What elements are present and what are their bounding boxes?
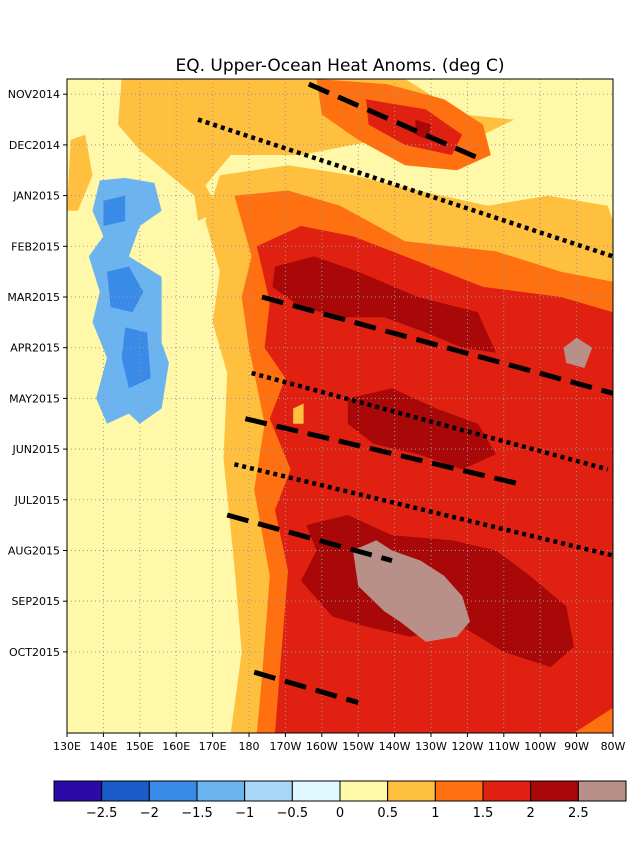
y-tick-label: APR2015 (10, 342, 60, 355)
colorbar-swatch (291, 780, 341, 802)
contour-region-spot-may (293, 403, 304, 424)
contour-region-warm-05-west-strip (67, 134, 93, 211)
x-tick-label: 170W (269, 740, 301, 753)
x-axis-ticks: 130E 140E 150E 160E 170E 180 170W 160W 150W 140W 1… (53, 733, 626, 753)
colorbar-label: 2 (527, 806, 535, 821)
x-tick-label: 150E (126, 740, 154, 753)
x-tick-label: 180 (239, 740, 260, 753)
y-tick-label: JUN2015 (11, 443, 60, 456)
chart-title: EQ. Upper-Ocean Heat Anoms. (deg C) (175, 56, 504, 76)
x-tick-label: 130E (53, 740, 81, 753)
kelvin-wave-lines (197, 81, 613, 705)
contour-region-warm-2-apr (272, 256, 496, 353)
contour-fill-layer (67, 79, 613, 733)
y-tick-label: JUL2015 (14, 494, 60, 507)
contour-region-blue-core-1 (103, 195, 126, 226)
colorbar-label: 0 (336, 806, 344, 821)
contour-region-blue-core-3 (121, 327, 151, 389)
colorbar-swatch (101, 780, 150, 802)
y-tick-label: NOV2014 (8, 88, 60, 101)
colorbar-swatch (577, 780, 627, 802)
y-tick-label: OCT2015 (9, 646, 60, 659)
y-axis-ticks: NOV2014 DEC2014 JAN2015 FEB2015 MAR2015 APR20… (7, 88, 67, 659)
y-tick-label: SEP2015 (11, 595, 60, 608)
colorbar-label: 2.5 (568, 806, 589, 821)
y-tick-label: MAY2015 (9, 392, 60, 405)
kelvin-wave-dotted-4 (251, 370, 609, 472)
contour-region-blue-core-2 (107, 266, 144, 313)
contour-region-warm-25-aug (353, 540, 470, 642)
x-tick-label: 150W (342, 740, 374, 753)
contour-region-warm-25-may (563, 337, 593, 368)
x-tick-label: 90W (564, 740, 589, 753)
x-tick-label: 110W (488, 740, 520, 753)
colorbar-swatch (53, 780, 103, 802)
kelvin-wave-dashed-7 (226, 512, 393, 564)
kelvin-wave-dotted-2 (197, 117, 613, 259)
y-tick-label: FEB2015 (11, 240, 60, 253)
x-tick-label: 130W (415, 740, 447, 753)
kelvin-wave-dashed-3 (261, 294, 613, 396)
colorbar-label: 0.5 (377, 806, 398, 821)
colorbar-swatch (482, 780, 532, 802)
colorbar-label: −1 (235, 806, 254, 821)
x-tick-label: 80W (601, 740, 626, 753)
colorbar-swatch (148, 780, 198, 802)
colorbar-swatch (339, 780, 389, 802)
colorbar-label: −0.5 (277, 806, 309, 821)
y-tick-label: MAR2015 (7, 291, 60, 304)
y-tick-label: JAN2015 (12, 190, 60, 203)
x-tick-label: 170E (199, 740, 227, 753)
colorbar-label: −2.5 (86, 806, 118, 821)
x-tick-label: 160W (306, 740, 338, 753)
colorbar-swatch (244, 780, 293, 802)
colorbar-label: −1.5 (181, 806, 213, 821)
colorbar-swatch (387, 780, 436, 802)
kelvin-wave-dotted-6 (233, 462, 613, 558)
x-tick-label: 100W (524, 740, 556, 753)
x-tick-label: 120W (451, 740, 483, 753)
y-tick-label: AUG2015 (8, 544, 60, 557)
kelvin-wave-dashed-8 (253, 669, 359, 705)
colorbar-swatch (196, 780, 246, 802)
x-tick-label: 160E (162, 740, 190, 753)
colorbar-label: −2 (140, 806, 159, 821)
colorbar-label: 1.5 (473, 806, 494, 821)
colorbar-swatch (434, 780, 484, 802)
colorbar-label: 1 (431, 806, 439, 821)
colorbar-swatch (530, 780, 579, 802)
colorbar: −2.5 −2 −1.5 −1 −0.5 0 0.5 1 1.5 2 2.5 (53, 780, 627, 821)
x-tick-label: 140E (89, 740, 117, 753)
plot-frame (66, 78, 614, 734)
x-tick-label: 140W (379, 740, 411, 753)
kelvin-wave-dashed-5 (244, 416, 523, 488)
y-tick-label: DEC2014 (9, 139, 60, 152)
